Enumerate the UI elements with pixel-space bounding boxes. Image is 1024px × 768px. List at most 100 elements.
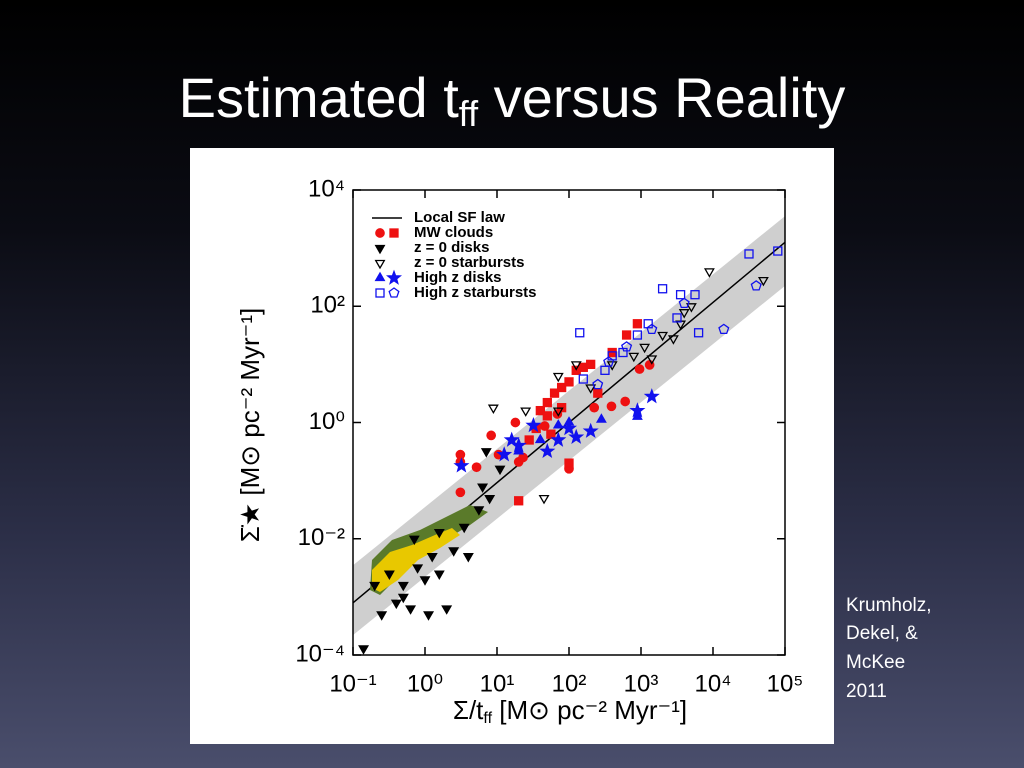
point — [486, 430, 497, 441]
point — [390, 599, 402, 610]
point — [539, 421, 550, 431]
x-tick-label: 10² — [552, 670, 587, 697]
point — [473, 506, 485, 516]
point — [556, 382, 567, 393]
point — [606, 401, 617, 412]
point — [718, 323, 730, 335]
point — [621, 341, 633, 352]
point — [657, 331, 669, 342]
legend-label: z = 0 starbursts — [414, 254, 524, 271]
y-tick-label: 10⁻⁴ — [295, 640, 345, 667]
point — [453, 457, 470, 473]
point — [552, 407, 564, 417]
point — [552, 419, 564, 429]
point — [455, 487, 466, 498]
point — [510, 437, 527, 453]
point — [480, 448, 492, 458]
point — [433, 570, 445, 581]
point — [448, 547, 460, 557]
point — [487, 404, 499, 414]
legend-marker — [374, 244, 386, 255]
credit: Krumholz, Dekel, & McKee 2011 — [846, 595, 932, 702]
point — [570, 361, 582, 371]
title-subscript: ff — [459, 93, 479, 134]
credit-line: Krumholz, — [846, 595, 932, 616]
point — [538, 494, 550, 505]
point — [426, 553, 438, 563]
point — [524, 435, 534, 445]
point — [369, 581, 381, 592]
credit-line: McKee — [846, 652, 905, 673]
point — [757, 276, 769, 287]
point — [773, 246, 783, 256]
x-tick-label: 10⁴ — [694, 670, 731, 697]
point — [675, 290, 686, 300]
x-label-part: Σ/t — [453, 695, 484, 725]
point — [586, 359, 596, 370]
point — [628, 352, 640, 363]
point — [593, 388, 603, 398]
point — [423, 611, 435, 621]
point — [564, 377, 574, 387]
point — [510, 417, 521, 428]
contour-yellow — [372, 528, 460, 592]
x-label-subscript: ff — [483, 710, 492, 727]
point — [550, 431, 567, 447]
point — [549, 388, 560, 398]
point — [600, 365, 610, 375]
x-label-part: [M⊙ pc⁻² Myr⁻¹] — [492, 695, 687, 725]
x-axis-label: Σ/tff [M⊙ pc⁻² Myr⁻¹] — [453, 695, 687, 727]
point — [667, 335, 679, 345]
point — [408, 535, 420, 546]
x-tick-label: 10³ — [624, 670, 659, 697]
point — [575, 328, 585, 338]
point — [643, 388, 660, 404]
y-tick-label: 10⁰ — [309, 408, 345, 435]
point — [484, 494, 496, 505]
point — [589, 402, 600, 413]
point — [471, 462, 482, 473]
point — [629, 402, 646, 418]
point — [578, 374, 588, 384]
slide-title: Estimated tff versus Reality — [179, 66, 846, 134]
point — [542, 397, 552, 408]
y-axis-label: Σ̇★ [M⊙ pc⁻² Myr⁻¹] — [235, 308, 265, 542]
legend-label: High z disks — [414, 269, 502, 286]
point — [685, 303, 697, 313]
x-tick-label: 10⁰ — [407, 670, 443, 697]
point — [546, 429, 556, 439]
point — [397, 593, 409, 604]
point — [632, 319, 643, 329]
y-tick-label: 10⁻² — [298, 524, 345, 551]
point — [634, 364, 645, 374]
point — [592, 378, 604, 390]
point — [477, 483, 489, 493]
point — [458, 523, 470, 534]
point — [657, 284, 668, 294]
y-tick-label: 10² — [310, 292, 345, 319]
point — [564, 458, 574, 468]
legend-marker — [375, 288, 385, 298]
point — [621, 330, 632, 340]
point — [646, 355, 658, 365]
point — [520, 407, 532, 417]
title-part: versus Reality — [478, 66, 845, 129]
point — [514, 496, 524, 506]
legend-label: z = 0 disks — [414, 239, 489, 256]
legend-marker — [374, 259, 386, 270]
point — [595, 413, 607, 423]
legend-label: Local SF law — [414, 209, 505, 226]
point — [397, 581, 409, 592]
point — [412, 564, 424, 574]
point — [441, 605, 453, 615]
point — [535, 405, 545, 416]
credit-line: 2011 — [846, 681, 887, 702]
x-tick-label: 10⁵ — [767, 670, 804, 697]
point — [376, 611, 388, 621]
point — [632, 330, 643, 340]
legend-marker — [386, 269, 402, 285]
point — [534, 433, 546, 444]
point — [525, 416, 542, 433]
point — [462, 553, 474, 563]
point — [358, 645, 370, 655]
